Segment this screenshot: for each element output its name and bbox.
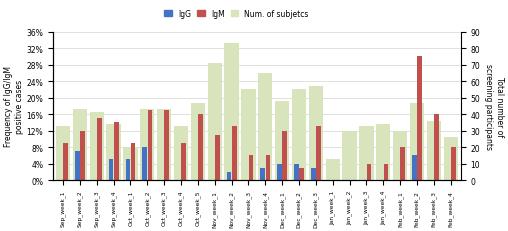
Bar: [147, 110, 152, 180]
Bar: [359, 126, 373, 180]
Bar: [131, 143, 136, 180]
Bar: [443, 138, 458, 180]
Bar: [266, 156, 270, 180]
Bar: [208, 64, 222, 180]
Bar: [294, 164, 299, 180]
Bar: [316, 127, 321, 180]
Bar: [80, 131, 85, 180]
Bar: [427, 121, 441, 180]
Bar: [114, 123, 118, 180]
Bar: [384, 164, 388, 180]
Bar: [299, 168, 304, 180]
Bar: [277, 164, 282, 180]
Bar: [417, 57, 422, 180]
Bar: [142, 147, 147, 180]
Bar: [275, 101, 290, 180]
Legend: IgG, IgM, Num. of subjetcs: IgG, IgM, Num. of subjetcs: [164, 9, 309, 18]
Bar: [140, 110, 154, 180]
Bar: [258, 73, 272, 180]
Bar: [97, 119, 102, 180]
Bar: [376, 125, 391, 180]
Bar: [410, 103, 424, 180]
Bar: [75, 152, 80, 180]
Bar: [282, 131, 287, 180]
Bar: [215, 135, 219, 180]
Bar: [309, 87, 323, 180]
Bar: [241, 90, 256, 180]
Bar: [125, 160, 130, 180]
Bar: [434, 115, 439, 180]
Bar: [181, 143, 186, 180]
Bar: [190, 103, 205, 180]
Bar: [367, 164, 371, 180]
Bar: [393, 131, 407, 180]
Bar: [342, 131, 357, 180]
Bar: [311, 168, 315, 180]
Bar: [107, 125, 121, 180]
Bar: [225, 44, 239, 180]
Bar: [326, 159, 340, 180]
Bar: [73, 110, 87, 180]
Bar: [232, 127, 237, 180]
Bar: [198, 115, 203, 180]
Bar: [123, 147, 138, 180]
Bar: [412, 156, 417, 180]
Bar: [174, 126, 188, 180]
Y-axis label: Total number of
screening participants: Total number of screening participants: [485, 64, 504, 149]
Bar: [400, 147, 405, 180]
Bar: [56, 126, 70, 180]
Bar: [292, 90, 306, 180]
Bar: [64, 143, 68, 180]
Bar: [249, 156, 253, 180]
Bar: [89, 113, 104, 180]
Bar: [157, 110, 171, 180]
Bar: [165, 110, 169, 180]
Bar: [227, 172, 231, 180]
Bar: [260, 168, 265, 180]
Y-axis label: Frequency of IgG/IgM
positive cases: Frequency of IgG/IgM positive cases: [4, 66, 23, 147]
Bar: [109, 160, 113, 180]
Bar: [451, 147, 456, 180]
